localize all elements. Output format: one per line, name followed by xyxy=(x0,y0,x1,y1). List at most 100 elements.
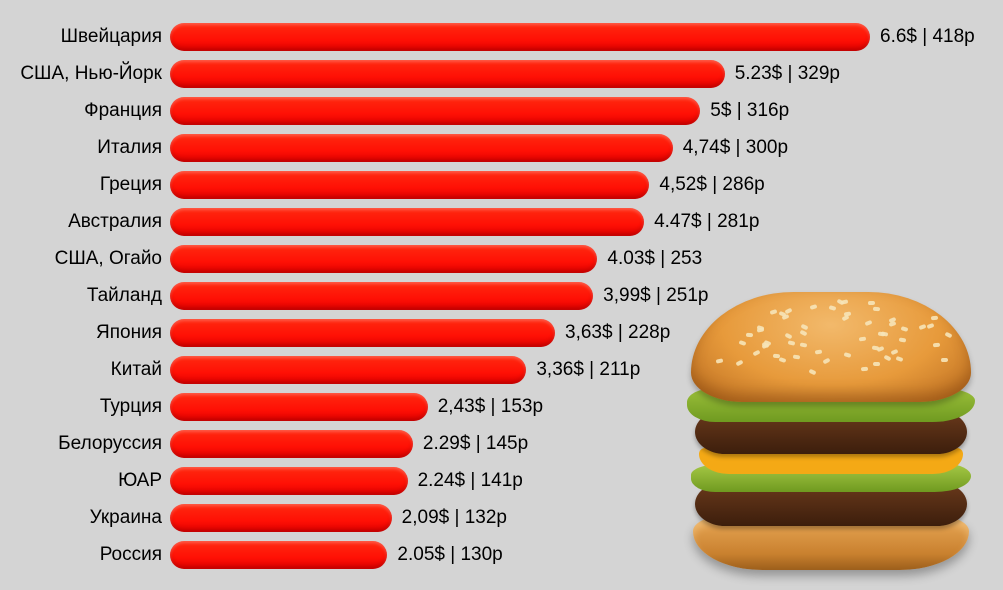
country-label: Швейцария xyxy=(0,26,170,48)
bar-wrap: 4,74$ | 300р xyxy=(170,134,1003,162)
sesame-seed xyxy=(784,333,792,340)
country-label: Китай xyxy=(0,359,170,381)
sesame-seed xyxy=(809,368,817,375)
chart-row: Греция 4,52$ | 286р xyxy=(0,166,1003,203)
sesame-seed xyxy=(873,361,880,365)
bar-wrap: 5.23$ | 329р xyxy=(170,60,1003,88)
chart-row: Швейцария 6.6$ | 418р xyxy=(0,18,1003,55)
chart-row: Австралия 4.47$ | 281р xyxy=(0,203,1003,240)
price-bar xyxy=(170,319,555,347)
price-bar xyxy=(170,282,593,310)
price-bar xyxy=(170,430,413,458)
price-bar xyxy=(170,504,392,532)
price-value: 5.23$ | 329р xyxy=(735,63,840,85)
country-label: США, Нью-Йорк xyxy=(0,63,170,85)
sesame-seed xyxy=(787,340,795,346)
sesame-seed xyxy=(800,329,808,336)
chart-row: США, Нью-Йорк 5.23$ | 329р xyxy=(0,55,1003,92)
price-bar xyxy=(170,356,526,384)
price-bar xyxy=(170,208,644,236)
country-label: Франция xyxy=(0,100,170,122)
sesame-seed xyxy=(773,354,780,359)
price-value: 4,52$ | 286р xyxy=(659,174,764,196)
price-value: 6.6$ | 418р xyxy=(880,26,975,48)
sesame-seed xyxy=(898,337,906,342)
sesame-seed xyxy=(931,316,938,321)
bar-wrap: 4.47$ | 281р xyxy=(170,208,1003,236)
sesame-seed xyxy=(896,356,904,362)
sesame-seed xyxy=(844,311,852,316)
sesame-seed xyxy=(926,323,934,329)
sesame-seed xyxy=(738,340,746,346)
sesame-seed xyxy=(735,360,743,367)
burger-illustration xyxy=(681,292,981,572)
sesame-seed xyxy=(868,301,875,305)
sesame-seed xyxy=(844,352,852,358)
country-label: Турция xyxy=(0,396,170,418)
country-label: ЮАР xyxy=(0,470,170,492)
country-label: Япония xyxy=(0,322,170,344)
country-label: Белоруссия xyxy=(0,433,170,455)
country-label: Россия xyxy=(0,544,170,566)
bun-top xyxy=(691,292,971,402)
sesame-seed xyxy=(933,342,940,347)
sesame-seed xyxy=(781,314,789,320)
chart-row: США, Огайо 4.03$ | 253 xyxy=(0,240,1003,277)
sesame-seed xyxy=(829,306,837,312)
price-bar xyxy=(170,467,408,495)
country-label: Италия xyxy=(0,137,170,159)
sesame-seed xyxy=(888,321,896,327)
sesame-seed xyxy=(810,304,818,310)
price-bar xyxy=(170,23,870,51)
price-value: 5$ | 316р xyxy=(710,100,789,122)
sesame-seed xyxy=(878,332,886,337)
price-value: 3,36$ | 211р xyxy=(536,359,640,381)
bar-wrap: 5$ | 316р xyxy=(170,97,1003,125)
country-label: Греция xyxy=(0,174,170,196)
chart-row: Италия 4,74$ | 300р xyxy=(0,129,1003,166)
price-bar xyxy=(170,541,387,569)
sesame-seed xyxy=(779,357,787,363)
sesame-seed xyxy=(944,332,952,339)
sesame-seed xyxy=(941,358,948,362)
sesame-seed xyxy=(873,307,880,312)
country-label: Украина xyxy=(0,507,170,529)
price-value: 2,43$ | 153р xyxy=(438,396,543,418)
price-value: 4.03$ | 253 xyxy=(607,248,702,270)
price-bar xyxy=(170,60,725,88)
price-bar xyxy=(170,134,673,162)
sesame-seed xyxy=(861,367,868,372)
price-bar xyxy=(170,393,428,421)
price-value: 3,63$ | 228р xyxy=(565,322,670,344)
sesame-seed xyxy=(716,358,724,363)
price-bar xyxy=(170,97,700,125)
price-value: 2.24$ | 141р xyxy=(418,470,523,492)
sesame-seed xyxy=(865,320,873,326)
country-label: Тайланд xyxy=(0,285,170,307)
sesame-seed xyxy=(770,309,778,315)
price-value: 4.47$ | 281р xyxy=(654,211,759,233)
price-value: 2.05$ | 130р xyxy=(397,544,502,566)
country-label: Австралия xyxy=(0,211,170,233)
sesame-seed xyxy=(814,349,822,354)
sesame-seed xyxy=(746,333,753,337)
sesame-seed xyxy=(822,357,830,364)
bar-wrap: 6.6$ | 418р xyxy=(170,23,1003,51)
country-label: США, Огайо xyxy=(0,248,170,270)
bar-wrap: 4.03$ | 253 xyxy=(170,245,1003,273)
price-value: 2.29$ | 145р xyxy=(423,433,528,455)
sesame-seed xyxy=(883,354,891,361)
price-bar xyxy=(170,245,597,273)
price-value: 4,74$ | 300р xyxy=(683,137,788,159)
sesame-seed xyxy=(792,354,799,359)
sesame-seed xyxy=(800,342,808,347)
price-value: 2,09$ | 132р xyxy=(402,507,507,529)
sesame-seed xyxy=(859,337,866,342)
sesame-seed xyxy=(918,324,926,330)
price-bar xyxy=(170,171,649,199)
chart-row: Франция 5$ | 316р xyxy=(0,92,1003,129)
bar-wrap: 4,52$ | 286р xyxy=(170,171,1003,199)
sesame-seed xyxy=(891,349,899,355)
sesame-seed xyxy=(901,326,909,332)
sesame-seed xyxy=(752,350,760,357)
